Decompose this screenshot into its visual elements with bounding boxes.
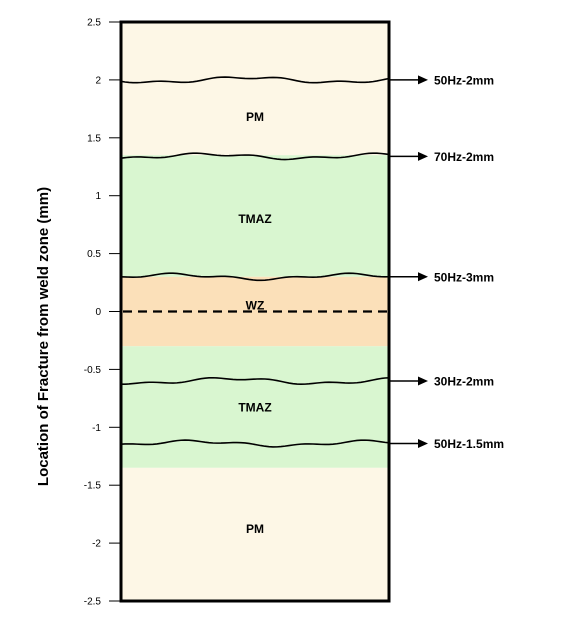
y-tick-label-4: 0.5 [87,249,101,260]
y-tick-label-7: -1 [92,423,101,434]
zones-layer [121,22,389,601]
y-tick-label-3: 1 [95,191,101,202]
y-tick-label-2: 1.5 [87,133,101,144]
y-tick-label-6: -0.5 [84,365,102,376]
zone-label-pm-0: PM [246,110,264,124]
fracture-label-1: 70Hz-2mm [434,150,494,164]
zone-band-pm-0 [121,22,389,156]
y-tick-label-8: -1.5 [84,481,102,492]
y-axis-ticks: 2.5 2 1.5 1 0.5 0 -0.5 -1 -1.5 -2 -2.5 [84,18,121,608]
y-tick-label-0: 2.5 [87,18,101,29]
fracture-arrow-head-4 [418,439,428,449]
zone-band-pm-4 [121,467,389,601]
zone-labels: PM TMAZ WZ TMAZ PM [238,110,271,536]
fracture-line-4 [120,439,390,448]
zone-band-wz-2 [121,276,389,347]
fracture-line-1 [120,152,390,161]
fracture-label-0: 50Hz-2mm [434,73,494,87]
fracture-arrow-head-3 [418,376,428,386]
zone-band-tmaz-3 [121,346,389,468]
y-tick-label-9: -2 [92,539,101,550]
fracture-lines-layer [120,75,428,449]
fracture-label-4: 50Hz-1.5mm [434,437,504,451]
fracture-arrow-head-1 [418,151,428,161]
fracture-label-3: 30Hz-2mm [434,374,494,388]
y-tick-label-1: 2 [95,75,101,86]
y-axis-title: Location of Fracture from weld zone (mm) [35,187,52,486]
zone-label-pm-4: PM [246,522,264,536]
fracture-arrow-head-0 [418,75,428,85]
fracture-line-3 [120,376,390,386]
fracture-line-2 [120,272,390,282]
zone-label-tmaz-1: TMAZ [238,212,271,226]
fracture-line-0 [120,76,390,84]
y-tick-label-5: 0 [95,307,101,318]
zone-label-wz-2: WZ [246,299,265,313]
fracture-arrow-head-2 [418,272,428,282]
fracture-labels: 50Hz-2mm 70Hz-2mm 50Hz-3mm 30Hz-2mm 50Hz-1.5… [434,73,504,451]
fracture-label-2: 50Hz-3mm [434,270,494,284]
y-tick-label-10: -2.5 [84,597,102,608]
zone-band-tmaz-1 [121,155,389,277]
zone-label-tmaz-3: TMAZ [238,401,271,415]
